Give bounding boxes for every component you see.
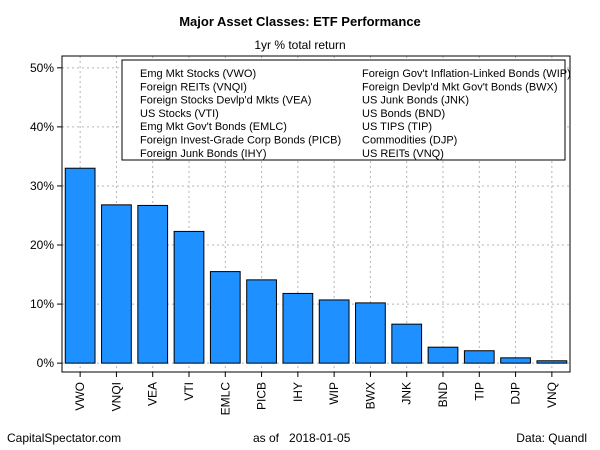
legend: Emg Mkt Stocks (VWO)Foreign REITs (VNQI)… — [121, 59, 571, 161]
y-tick-label: 10% — [30, 297, 54, 311]
y-tick-label: 30% — [30, 179, 54, 193]
legend-box — [121, 59, 566, 161]
x-tick-label: JNK — [400, 382, 414, 405]
bar-wip — [318, 299, 350, 364]
x-tick-label: TIP — [472, 382, 486, 401]
legend-entry: Foreign REITs (VNQI) — [140, 81, 247, 93]
x-tick-label: VNQ — [545, 382, 559, 408]
legend-entry: Foreign Gov't Inflation-Linked Bonds (WI… — [362, 68, 571, 80]
footer-as-of-date: as of 2018-01-05 — [253, 431, 351, 445]
x-tick-label: IHY — [291, 382, 305, 402]
x-tick-label: VTI — [182, 382, 196, 401]
bar-bnd — [427, 346, 459, 364]
chart-subtitle: 1yr % total return — [254, 38, 346, 52]
legend-entry: Foreign Invest-Grade Corp Bonds (PICB) — [140, 135, 341, 147]
legend-entry: Commodities (DJP) — [362, 135, 457, 147]
x-tick-label: VNQI — [109, 382, 123, 411]
x-tick-label: DJP — [509, 382, 523, 405]
bar-djp — [500, 357, 531, 364]
chart-title: Major Asset Classes: ETF Performance — [179, 14, 421, 29]
legend-entry: US Stocks (VTI) — [140, 108, 219, 120]
plot-frame — [61, 55, 571, 373]
x-tick-label: BWX — [363, 382, 377, 409]
legend-entry: US TIPS (TIP) — [362, 121, 432, 133]
bar-picb — [246, 279, 277, 364]
y-tick-label: 40% — [30, 120, 54, 134]
legend-entry: Emg Mkt Gov't Bonds (EMLC) — [140, 121, 287, 133]
bar-vea — [137, 204, 169, 364]
legend-entry: Foreign Junk Bonds (IHY) — [140, 148, 267, 160]
bar-emlc — [209, 271, 241, 364]
bar-vnq — [536, 360, 568, 364]
legend-entry: Foreign Stocks Devlp'd Mkts (VEA) — [140, 95, 311, 107]
legend-entry: US Bonds (BND) — [362, 108, 445, 120]
x-tick-label: VWO — [73, 382, 87, 411]
footer-data-source: Data: Quandl — [516, 431, 587, 445]
footer-source-site: CapitalSpectator.com — [7, 431, 122, 445]
bars — [64, 167, 568, 364]
bar-tip — [463, 350, 495, 364]
x-tick-label: BND — [436, 382, 450, 408]
bar-vwo — [64, 167, 96, 364]
legend-entry: US REITs (VNQ) — [362, 148, 444, 160]
bar-vnqi — [101, 204, 132, 364]
legend-entry: Foreign Devlp'd Mkt Gov't Bonds (BWX) — [362, 81, 558, 93]
bar-ihy — [282, 292, 314, 364]
y-tick-label: 50% — [30, 61, 54, 75]
x-tick-label: VEA — [146, 382, 160, 406]
bar-bwx — [355, 302, 386, 364]
bar-vti — [173, 230, 205, 364]
x-tick-label: EMLC — [218, 382, 232, 416]
legend-entry: US Junk Bonds (JNK) — [362, 95, 469, 107]
legend-entry: Emg Mkt Stocks (VWO) — [140, 68, 256, 80]
y-tick-label: 20% — [30, 238, 54, 252]
x-tick-label: PICB — [255, 382, 269, 410]
y-tick-label: 0% — [37, 356, 55, 370]
bar-jnk — [391, 323, 423, 364]
x-tick-label: WIP — [327, 382, 341, 405]
axes: 0% 10% 20% 30% 40% 50% VWO VNQI VEA VTI EMLC PICB IH… — [30, 55, 571, 416]
